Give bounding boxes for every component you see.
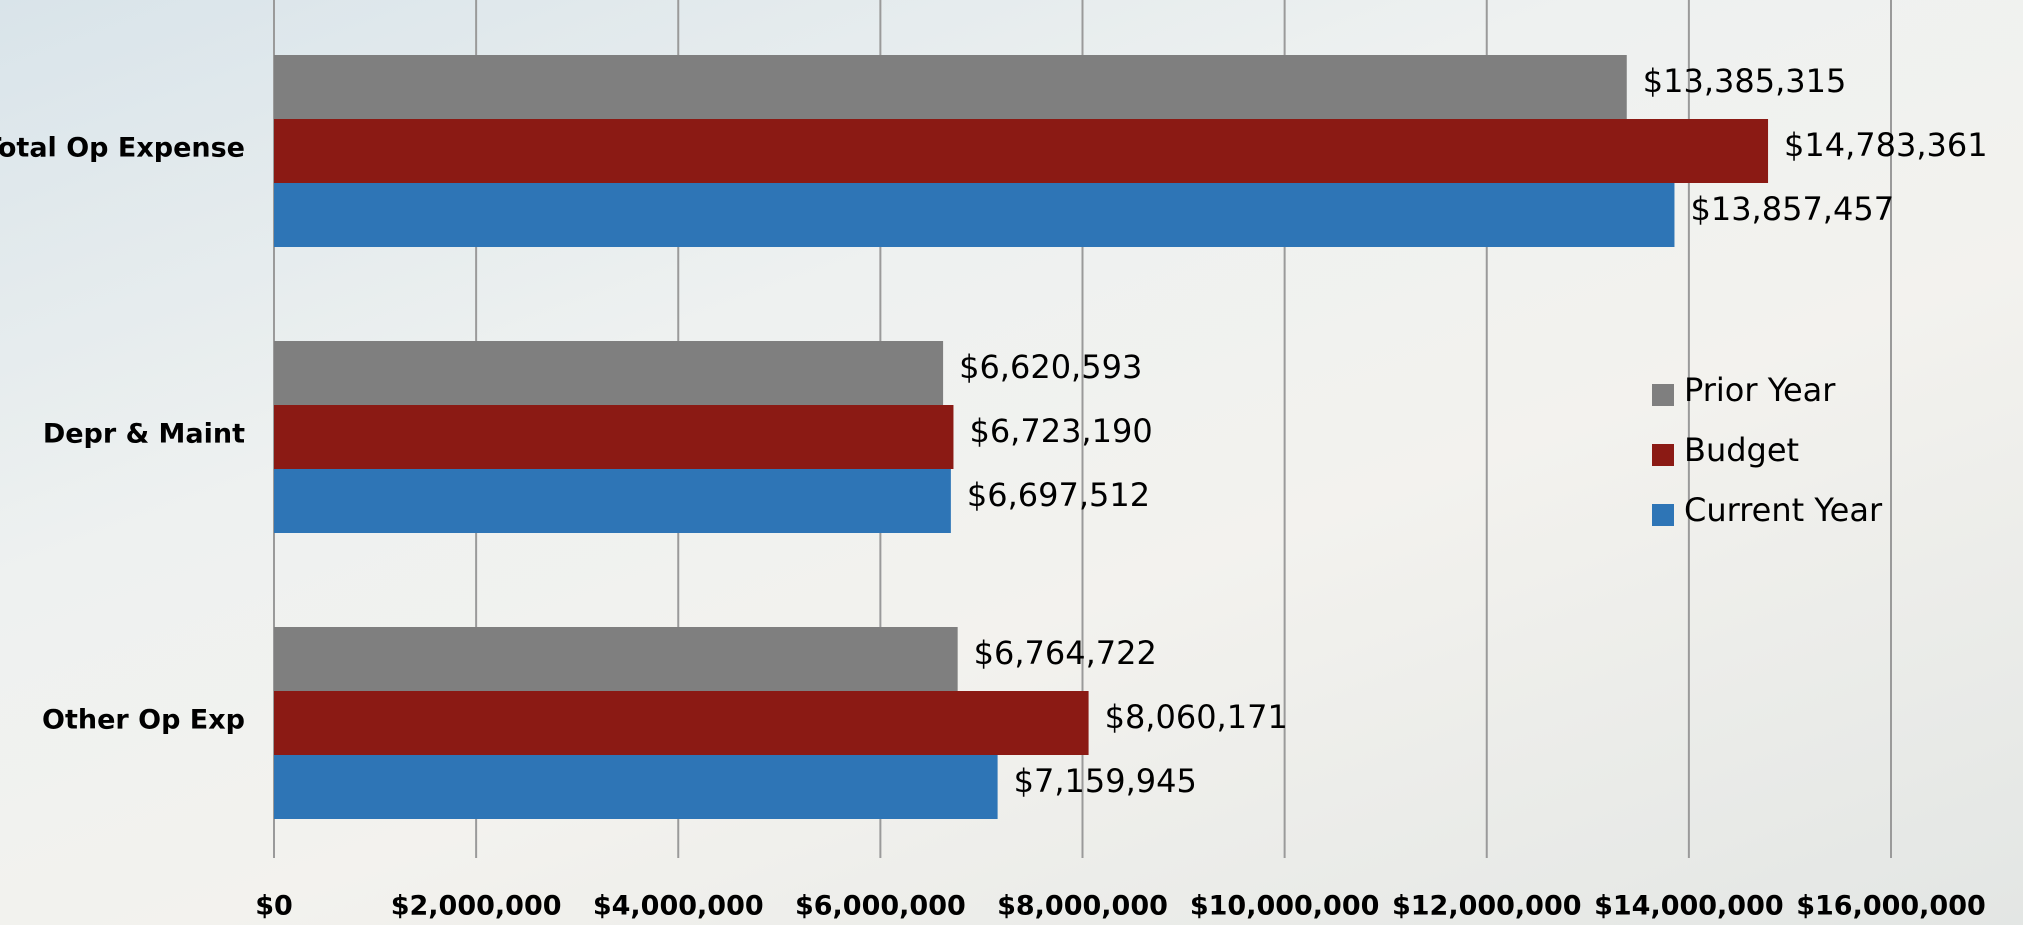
- value-label: $8,060,171: [1105, 698, 1288, 736]
- value-label: $6,764,722: [974, 634, 1157, 672]
- value-label: $13,857,457: [1690, 190, 1894, 228]
- x-tick-label: $0: [255, 891, 293, 922]
- legend-swatch: [1652, 444, 1674, 466]
- value-label: $6,723,190: [969, 412, 1152, 450]
- value-label: $14,783,361: [1784, 126, 1988, 164]
- x-tick-label: $8,000,000: [997, 891, 1168, 922]
- x-tick-label: $6,000,000: [795, 891, 966, 922]
- bar: [274, 341, 943, 405]
- bar: [274, 119, 1768, 183]
- x-tick-label: $2,000,000: [391, 891, 562, 922]
- x-tick-label: $12,000,000: [1392, 891, 1582, 922]
- chart: $0 $2,000,000 $4,000,000 $6,000,000 $8,000,0…: [0, 0, 2023, 925]
- value-label: $6,620,593: [959, 348, 1142, 386]
- x-tick-label: $14,000,000: [1594, 891, 1784, 922]
- y-tick-label: Other Op Exp: [42, 705, 245, 736]
- x-tick-label: $4,000,000: [593, 891, 764, 922]
- bar: [274, 55, 1627, 119]
- value-label: $13,385,315: [1643, 62, 1847, 100]
- value-label: $6,697,512: [967, 476, 1150, 514]
- legend-label: Prior Year: [1684, 371, 1836, 409]
- y-tick-label: Total Op Expense: [0, 133, 245, 164]
- x-tick-label: $10,000,000: [1190, 891, 1380, 922]
- bar: [274, 755, 998, 819]
- bar: [274, 627, 958, 691]
- bar: [274, 183, 1674, 247]
- value-label: $7,159,945: [1014, 762, 1197, 800]
- page: $0 $2,000,000 $4,000,000 $6,000,000 $8,000,0…: [0, 0, 2023, 925]
- bar: [274, 469, 951, 533]
- legend-swatch: [1652, 504, 1674, 526]
- bar: [274, 405, 953, 469]
- x-tick-label: $16,000,000: [1796, 891, 1986, 922]
- bar: [274, 691, 1089, 755]
- legend-label: Current Year: [1684, 491, 1883, 529]
- legend-swatch: [1652, 384, 1674, 406]
- y-tick-label: Depr & Maint: [43, 419, 245, 450]
- legend-label: Budget: [1684, 431, 1799, 469]
